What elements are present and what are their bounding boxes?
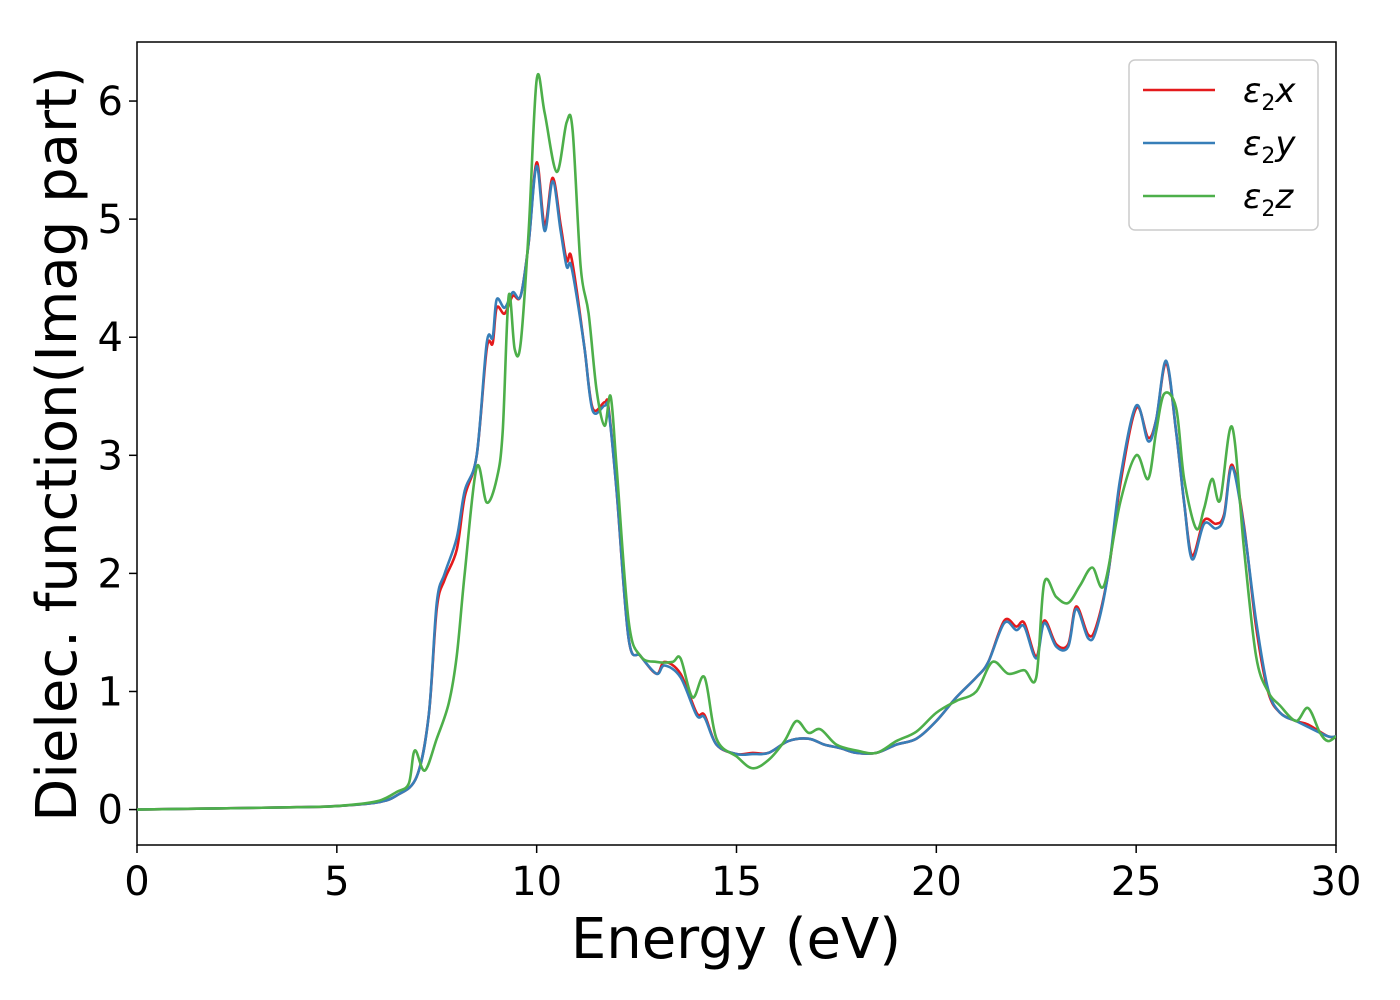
x-axis-label: Energy (eV) (571, 907, 901, 972)
series-line-z (137, 72, 1336, 811)
y-tick-label: 2 (98, 551, 123, 597)
x-axis-ticks: 0 5 10 15 20 25 30 (124, 845, 1361, 905)
legend-label-z: ε2z (1243, 177, 1294, 222)
x-tick-label: 20 (911, 859, 962, 905)
legend: ε2x ε2y ε2z (1128, 59, 1319, 231)
y-tick-label: 0 (98, 788, 123, 834)
series-line-y (137, 164, 1336, 811)
x-tick-label: 30 (1311, 859, 1362, 905)
series-lines (137, 72, 1336, 811)
legend-label-y: ε2y (1243, 124, 1296, 169)
y-tick-label: 6 (98, 79, 123, 125)
y-tick-label: 3 (98, 433, 123, 479)
y-axis-ticks: 0 1 2 3 4 5 6 (98, 79, 137, 834)
x-tick-label: 0 (124, 859, 149, 905)
x-tick-label: 10 (511, 859, 562, 905)
legend-label-x: ε2x (1243, 71, 1296, 116)
y-tick-label: 5 (98, 197, 123, 243)
y-axis-label: Dielec. function(Imag part) (25, 66, 90, 822)
x-tick-label: 5 (324, 859, 349, 905)
y-tick-label: 1 (98, 669, 123, 715)
y-tick-label: 4 (98, 315, 123, 361)
x-tick-label: 15 (711, 859, 762, 905)
legend-box (1128, 59, 1319, 231)
x-tick-label: 25 (1111, 859, 1162, 905)
series-line-x (137, 161, 1336, 811)
